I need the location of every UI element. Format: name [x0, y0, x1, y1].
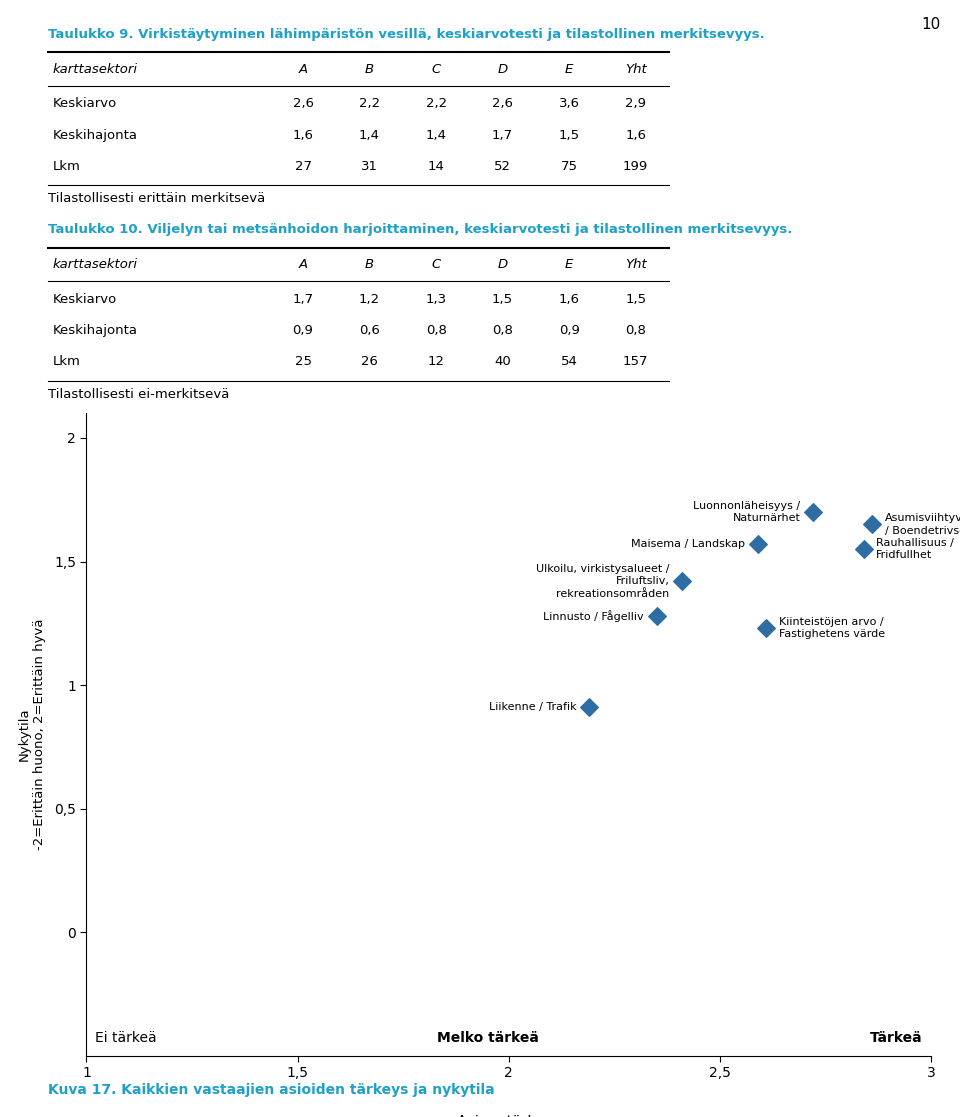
Text: Tärkeä: Tärkeä	[870, 1031, 923, 1044]
Text: 1,7: 1,7	[492, 128, 514, 142]
Text: Maisema / Landskap: Maisema / Landskap	[632, 540, 745, 550]
Text: D: D	[497, 258, 508, 271]
Text: Lkm: Lkm	[53, 355, 81, 369]
Text: 2,9: 2,9	[625, 97, 646, 111]
Text: 1,2: 1,2	[359, 293, 380, 306]
Text: 14: 14	[427, 160, 444, 173]
Text: D: D	[497, 63, 508, 76]
Text: 31: 31	[361, 160, 378, 173]
Text: Keskihajonta: Keskihajonta	[53, 324, 138, 337]
Text: Ulkoilu, virkistysalueet /
Friluftsliv,
rekreationsområden: Ulkoilu, virkistysalueet / Friluftsliv, …	[536, 564, 669, 599]
Text: Taulukko 10. Viljelyn tai metsänhoidon harjoittaminen, keskiarvotesti ja tilasto: Taulukko 10. Viljelyn tai metsänhoidon h…	[48, 223, 792, 237]
Text: 199: 199	[623, 160, 648, 173]
Text: 25: 25	[295, 355, 312, 369]
Point	[864, 516, 879, 534]
Text: Asumisviihtyvyys
/ Boendetrivsel: Asumisviihtyvyys / Boendetrivsel	[885, 513, 960, 536]
Text: A: A	[299, 258, 307, 271]
Text: 2,2: 2,2	[425, 97, 446, 111]
Text: Liikenne / Trafik: Liikenne / Trafik	[489, 703, 576, 713]
Text: Lkm: Lkm	[53, 160, 81, 173]
Text: E: E	[564, 258, 573, 271]
Text: 1,4: 1,4	[425, 128, 446, 142]
Text: 52: 52	[494, 160, 511, 173]
Text: Kiinteistöjen arvo /
Fastighetens värde: Kiinteistöjen arvo / Fastighetens värde	[780, 617, 885, 639]
Text: 0,6: 0,6	[359, 324, 380, 337]
Text: Rauhallisuus /
Fridfullhet: Rauhallisuus / Fridfullhet	[876, 538, 954, 561]
Text: A: A	[299, 63, 307, 76]
Text: Taulukko 9. Virkistäytyminen lähimpäristön vesillä, keskiarvotesti ja tilastolli: Taulukko 9. Virkistäytyminen lähimpärist…	[48, 28, 765, 41]
Point	[856, 541, 872, 558]
Text: 10: 10	[922, 17, 941, 31]
Text: E: E	[564, 63, 573, 76]
Text: 0,9: 0,9	[293, 324, 314, 337]
Text: karttasektori: karttasektori	[53, 258, 138, 271]
Text: Melko tärkeä: Melko tärkeä	[437, 1031, 539, 1044]
Text: 3,6: 3,6	[559, 97, 580, 111]
Text: C: C	[431, 258, 441, 271]
Text: 2,2: 2,2	[359, 97, 380, 111]
Text: Yht: Yht	[625, 258, 646, 271]
Text: 0,8: 0,8	[425, 324, 446, 337]
Text: B: B	[365, 63, 374, 76]
Text: Linnusto / Fågelliv: Linnusto / Fågelliv	[543, 610, 644, 622]
Point	[751, 535, 766, 553]
Text: Keskihajonta: Keskihajonta	[53, 128, 138, 142]
Text: B: B	[365, 258, 374, 271]
Text: 2,6: 2,6	[293, 97, 314, 111]
Text: Keskiarvo: Keskiarvo	[53, 97, 117, 111]
Text: 75: 75	[561, 160, 578, 173]
Text: 0,8: 0,8	[625, 324, 646, 337]
Text: C: C	[431, 63, 441, 76]
Text: 1,5: 1,5	[492, 293, 514, 306]
Text: Ei tärkeä: Ei tärkeä	[95, 1031, 156, 1044]
Point	[805, 503, 821, 521]
Text: Yht: Yht	[625, 63, 646, 76]
Text: 12: 12	[427, 355, 444, 369]
Text: 1,5: 1,5	[559, 128, 580, 142]
Text: 26: 26	[361, 355, 378, 369]
Text: Tilastollisesti ei-merkitsevä: Tilastollisesti ei-merkitsevä	[48, 388, 229, 401]
Text: 54: 54	[561, 355, 578, 369]
X-axis label: Asian  tärkeys: Asian tärkeys	[457, 1115, 561, 1117]
Text: 1,3: 1,3	[425, 293, 446, 306]
Text: 1,4: 1,4	[359, 128, 380, 142]
Text: 157: 157	[623, 355, 648, 369]
Text: 1,6: 1,6	[625, 128, 646, 142]
Text: 0,8: 0,8	[492, 324, 513, 337]
Text: 2,6: 2,6	[492, 97, 513, 111]
Text: Luonnonläheisyys /
Naturnärhet: Luonnonläheisyys / Naturnärhet	[693, 500, 801, 523]
Point	[582, 698, 597, 716]
Text: Tilastollisesti erittäin merkitsevä: Tilastollisesti erittäin merkitsevä	[48, 192, 265, 206]
Text: 1,6: 1,6	[293, 128, 314, 142]
Text: 40: 40	[494, 355, 511, 369]
Text: Keskiarvo: Keskiarvo	[53, 293, 117, 306]
Text: 1,7: 1,7	[293, 293, 314, 306]
Text: 1,5: 1,5	[625, 293, 646, 306]
Point	[674, 572, 689, 590]
Text: Kuva 17. Kaikkien vastaajien asioiden tärkeys ja nykytila: Kuva 17. Kaikkien vastaajien asioiden tä…	[48, 1082, 494, 1097]
Text: 0,9: 0,9	[559, 324, 580, 337]
Text: karttasektori: karttasektori	[53, 63, 138, 76]
Y-axis label: Nykytila
-2=Erittäin huono, 2=Erittäin hyvä: Nykytila -2=Erittäin huono, 2=Erittäin h…	[17, 619, 46, 850]
Point	[649, 607, 664, 624]
Text: 27: 27	[295, 160, 312, 173]
Point	[758, 619, 774, 637]
Text: 1,6: 1,6	[559, 293, 580, 306]
